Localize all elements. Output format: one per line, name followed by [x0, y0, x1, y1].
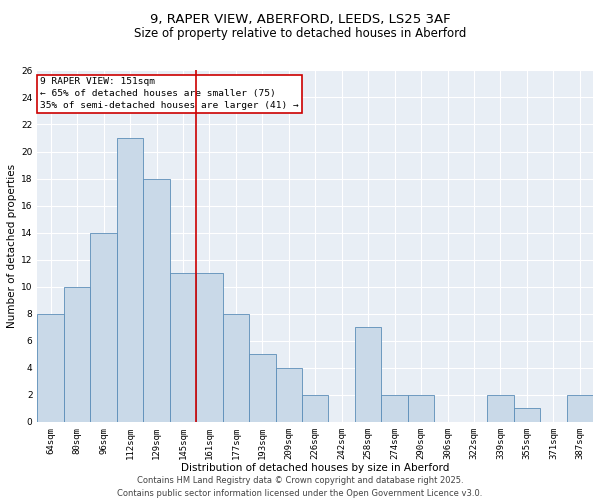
Bar: [64, 286, 91, 422]
Bar: [275, 368, 302, 422]
Bar: [223, 314, 249, 422]
Bar: [37, 314, 64, 422]
Bar: [355, 327, 382, 422]
Y-axis label: Number of detached properties: Number of detached properties: [7, 164, 17, 328]
Text: 9, RAPER VIEW, ABERFORD, LEEDS, LS25 3AF: 9, RAPER VIEW, ABERFORD, LEEDS, LS25 3AF: [149, 12, 451, 26]
Bar: [302, 395, 328, 422]
Bar: [117, 138, 143, 422]
Bar: [143, 178, 170, 422]
Text: Size of property relative to detached houses in Aberford: Size of property relative to detached ho…: [134, 28, 466, 40]
Bar: [408, 395, 434, 422]
Bar: [514, 408, 540, 422]
Bar: [170, 273, 196, 422]
Bar: [487, 395, 514, 422]
Bar: [91, 232, 117, 422]
Bar: [382, 395, 408, 422]
Bar: [249, 354, 275, 422]
Text: Contains HM Land Registry data © Crown copyright and database right 2025.
Contai: Contains HM Land Registry data © Crown c…: [118, 476, 482, 498]
Bar: [566, 395, 593, 422]
Bar: [196, 273, 223, 422]
Text: 9 RAPER VIEW: 151sqm
← 65% of detached houses are smaller (75)
35% of semi-detac: 9 RAPER VIEW: 151sqm ← 65% of detached h…: [40, 78, 299, 110]
X-axis label: Distribution of detached houses by size in Aberford: Distribution of detached houses by size …: [181, 463, 449, 473]
